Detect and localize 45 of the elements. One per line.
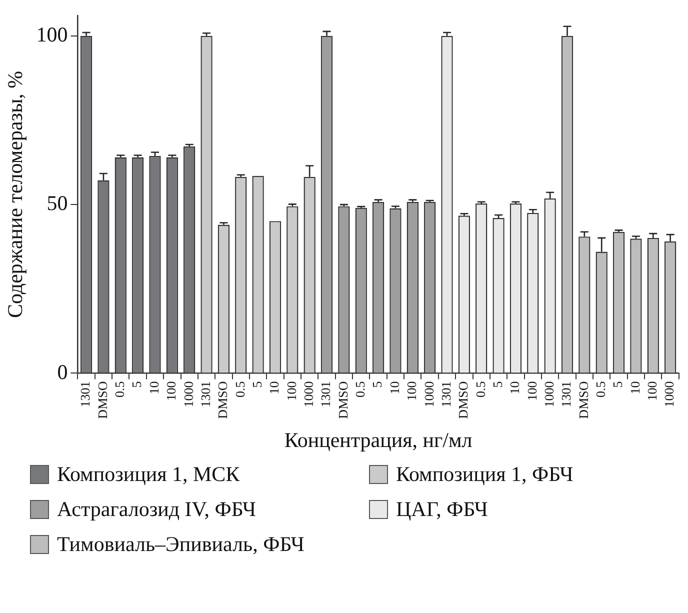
x-tick-label: 100 [164, 381, 179, 401]
x-tick-label: 5 [610, 381, 626, 388]
x-tick-label: 5 [129, 381, 144, 388]
x-tick-label: 1000 [180, 381, 196, 408]
x-tick-label: DMSO [456, 381, 471, 419]
x-tick-label: 10 [386, 381, 402, 394]
x-tick-label: DMSO [215, 381, 230, 419]
x-tick-label: 5 [249, 381, 264, 388]
x-tick-label: 1000 [301, 381, 316, 408]
x-tick-label: 0.5 [112, 381, 128, 398]
x-tick-label: DMSO [335, 381, 350, 419]
x-tick-label: 100 [524, 381, 540, 401]
x-tick-label: 0.5 [472, 381, 488, 398]
x-tick-label: 1000 [662, 381, 677, 408]
x-tick-label: 10 [146, 381, 162, 394]
x-tick-label: 100 [644, 381, 660, 401]
x-tick-label: 5 [490, 381, 505, 388]
x-axis-title: Концентрация, нг/мл [284, 428, 472, 452]
legend-label: ЦАГ, ФБЧ [396, 497, 488, 522]
x-tick-label: 10 [627, 381, 642, 394]
legend-label: Тимовиаль–Эпивиаль, ФБЧ [57, 532, 304, 557]
x-tick-label: 10 [266, 381, 282, 394]
x-tick-label: DMSO [576, 381, 591, 419]
x-tick-label: 10 [507, 381, 522, 394]
legend-label: Композиция 1, МСК [57, 462, 240, 487]
x-tick-label: 5 [370, 381, 385, 388]
legend-label: Астрагалозид IV, ФБЧ [57, 497, 256, 522]
legend-label: Композиция 1, ФБЧ [396, 462, 574, 487]
y-tick-label: 50 [46, 191, 68, 216]
x-tick-label: 100 [404, 381, 420, 401]
y-tick-label: 0 [57, 360, 68, 384]
x-tick-label: 1301 [318, 381, 334, 408]
x-tick-label: 1301 [558, 381, 574, 408]
x-tick-label: 1301 [198, 381, 213, 408]
y-tick-label: 100 [36, 22, 68, 46]
x-tick-label: 0.5 [593, 381, 608, 398]
y-axis-title: Содержание теломеразы, % [3, 70, 28, 318]
x-tick-label: 1301 [438, 381, 454, 408]
x-tick-label: 1301 [78, 381, 93, 408]
x-tick-label: DMSO [94, 381, 110, 419]
x-tick-label: 100 [284, 381, 299, 401]
x-tick-label: 0.5 [232, 381, 248, 398]
x-tick-label: 1000 [541, 381, 556, 408]
x-tick-label: 1000 [421, 381, 436, 408]
x-tick-label: 0.5 [352, 381, 368, 398]
